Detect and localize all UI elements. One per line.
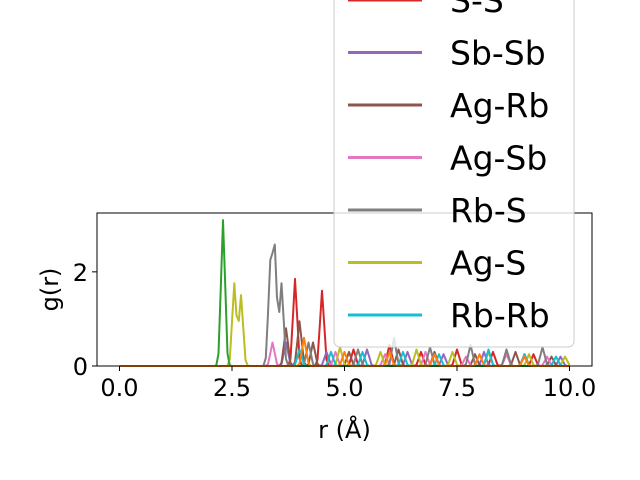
x-tick-label: 7.5 [438,374,476,402]
legend-label-sb-sb: Sb-Sb [450,34,546,73]
y-tick-label: 0 [73,353,88,381]
x-axis-label: r (Å) [318,415,371,444]
legend-label-ag-rb: Ag-Rb [450,86,549,125]
ticks-layer: 0.0 2.5 5.0 7.5 10.0 0 2 [73,259,597,402]
legend-label-s-s: S-S [450,0,504,20]
y-axis-label: g(r) [36,268,64,312]
y-tick-label: 2 [73,259,88,287]
x-tick-label: 2.5 [213,374,251,402]
legend-box [333,0,575,348]
legend-label-ag-sb: Ag-Sb [450,139,547,178]
x-tick-label: 0.0 [100,374,138,402]
legend-label-rb-s: Rb-S [450,191,527,230]
x-tick-label: 5.0 [325,374,363,402]
legend-label-rb-rb: Rb-Rb [450,296,550,335]
legend: S-S Sb-Sb Ag-Rb Ag-Sb Rb-S Ag-S Rb-Rb [333,0,575,348]
x-tick-label: 10.0 [543,374,596,402]
legend-label-ag-s: Ag-S [450,244,526,283]
